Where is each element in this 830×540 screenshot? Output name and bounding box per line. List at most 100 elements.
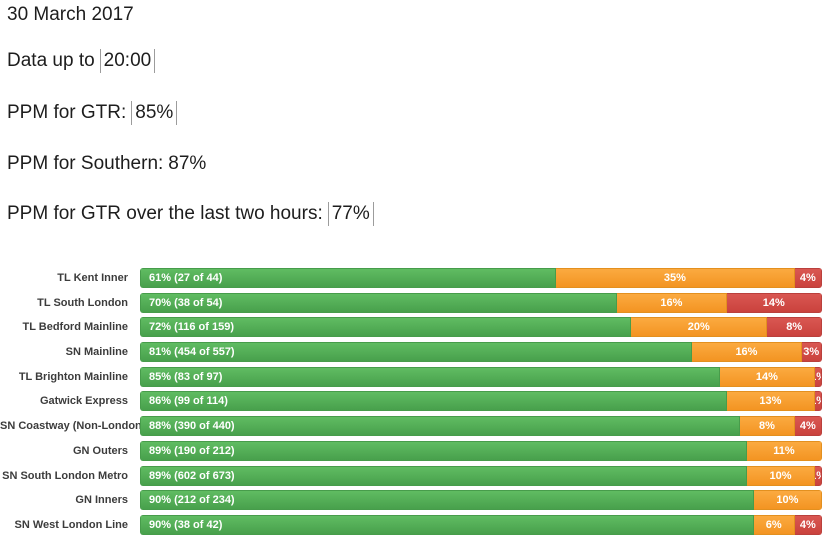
stacked-bar: 89% (190 of 212) 11%: [140, 440, 822, 461]
bar-segment-late: 16%: [692, 342, 802, 363]
row-label: TL Kent Inner: [57, 272, 128, 284]
row-label: SN Mainline: [65, 346, 128, 359]
ppm-southern-value: 87%: [168, 153, 207, 174]
bar-segment-late: 35%: [556, 268, 795, 288]
bar-segment-label: 4%: [799, 272, 816, 284]
stacked-bar: 86% (99 of 114) 13% 1%: [140, 391, 822, 412]
bar-segment-late: 8%: [740, 416, 795, 437]
row-label: GN Outers: [72, 444, 128, 457]
bar-segment-label: 35%: [663, 272, 686, 284]
bar-segment-label: 89% (602 of 673): [149, 469, 235, 482]
bar-segment-label: 4%: [799, 420, 816, 433]
bar-segment-label: 6%: [765, 518, 782, 531]
report-date-text: 30 March 2017: [7, 4, 134, 25]
bar-segment-on-time: 85% (83 of 97): [140, 366, 720, 387]
bar-segment-very-late: 8%: [767, 317, 822, 338]
chart-row: SN Coastway (Non-London) 88% (390 of 440)…: [0, 416, 822, 437]
chart-row: Gatwick Express 86% (99 of 114) 13% 1%: [0, 391, 822, 412]
bar-segment-label: 61% (27 of 44): [149, 272, 223, 284]
bar-segment-on-time: 89% (602 of 673): [140, 465, 747, 486]
stacked-bar: 85% (83 of 97) 14% 1%: [140, 366, 822, 387]
chart-row: SN South London Metro 89% (602 of 673) 10%…: [0, 465, 822, 486]
ppm-gtr-field[interactable]: 85%: [131, 101, 178, 125]
data-up-to-label: Data up to: [7, 50, 95, 71]
bar-segment-label: 72% (116 of 159): [149, 321, 234, 334]
chart-row: TL Brighton Mainline 85% (83 of 97) 14% 1%: [0, 366, 822, 387]
bar-segment-label: 1%: [815, 395, 821, 407]
bar-segment-label: 14%: [755, 370, 778, 383]
bar-segment-on-time: 61% (27 of 44): [140, 268, 557, 288]
bar-segment-late: 6%: [753, 514, 795, 535]
ppm-two-hours-label: PPM for GTR over the last two hours:: [7, 203, 323, 224]
data-up-to-field[interactable]: 20:00: [99, 49, 156, 73]
bar-segment-late: 20%: [631, 317, 768, 338]
bar-segment-label: 1%: [815, 371, 821, 383]
bar-segment-label: 3%: [803, 346, 820, 359]
bar-segment-late: 10%: [746, 465, 816, 486]
row-label: TL Brighton Mainline: [18, 370, 128, 383]
bar-segment-on-time: 86% (99 of 114): [140, 391, 727, 412]
bar-segment-label: 16%: [660, 296, 683, 309]
stacked-bar: 90% (212 of 234) 10%: [140, 490, 822, 511]
bar-segment-very-late: 1%: [815, 465, 822, 486]
chart-row: GN Inners 90% (212 of 234) 10%: [0, 490, 822, 511]
bar-segment-very-late: 1%: [815, 391, 822, 412]
bar-segment-label: 70% (38 of 54): [149, 296, 223, 309]
ppm-gtr-label: PPM for GTR:: [7, 102, 127, 123]
bar-segment-label: 20%: [687, 321, 710, 334]
stacked-bar: 90% (38 of 42) 6% 4%: [140, 514, 822, 535]
bar-segment-label: 85% (83 of 97): [149, 370, 223, 383]
bar-segment-label: 4%: [799, 518, 816, 531]
chart-row: SN Mainline 81% (454 of 557) 16% 3%: [0, 342, 822, 363]
row-label: GN Inners: [75, 494, 128, 507]
bar-segment-very-late: 3%: [801, 342, 822, 363]
bar-segment-on-time: 72% (116 of 159): [140, 317, 632, 338]
ppm-gtr-line: PPM for GTR: 85%: [7, 101, 178, 125]
stacked-bar: 72% (116 of 159) 20% 8%: [140, 317, 822, 338]
row-label: SN West London Line: [14, 518, 128, 531]
bar-segment-late: 14%: [719, 366, 816, 387]
data-up-to-line: Data up to 20:00: [7, 49, 156, 73]
bar-segment-late: 13%: [726, 391, 816, 412]
row-label: SN Coastway (Non-London): [0, 420, 146, 433]
bar-segment-label: 90% (212 of 234): [149, 494, 235, 507]
bar-segment-late: 11%: [746, 440, 822, 461]
bar-segment-on-time: 88% (390 of 440): [140, 416, 741, 437]
bar-segment-label: 8%: [786, 321, 803, 334]
row-label: SN South London Metro: [2, 469, 128, 482]
stacked-bar: 81% (454 of 557) 16% 3%: [140, 342, 822, 363]
bar-segment-label: 10%: [769, 469, 792, 482]
ppm-stacked-bar-chart: TL Kent Inner 61% (27 of 44) 35% 4% TL South…: [0, 268, 822, 540]
chart-row: TL Bedford Mainline 72% (116 of 159) 20% 8%: [0, 317, 822, 338]
bar-segment-on-time: 90% (212 of 234): [140, 490, 754, 511]
bar-segment-label: 14%: [762, 296, 785, 309]
bar-segment-very-late: 4%: [794, 514, 822, 535]
ppm-two-hours-line: PPM for GTR over the last two hours: 77%: [7, 202, 374, 226]
bar-segment-very-late: 14%: [726, 292, 822, 313]
chart-row: TL Kent Inner 61% (27 of 44) 35% 4%: [0, 268, 822, 288]
bar-segment-on-time: 70% (38 of 54): [140, 292, 618, 313]
report-date: 30 March 2017: [7, 4, 134, 26]
chart-row: SN West London Line 90% (38 of 42) 6% 4%: [0, 514, 822, 535]
bar-segment-very-late: 4%: [794, 268, 822, 288]
bar-segment-label: 86% (99 of 114): [149, 395, 228, 408]
bar-segment-very-late: 1%: [815, 366, 822, 387]
bar-segment-label: 1%: [815, 470, 821, 482]
chart-row: GN Outers 89% (190 of 212) 11%: [0, 440, 822, 461]
bar-segment-late: 10%: [753, 490, 822, 511]
stacked-bar: 88% (390 of 440) 8% 4%: [140, 416, 822, 437]
chart-row: TL South London 70% (38 of 54) 16% 14%: [0, 292, 822, 313]
ppm-southern-line: PPM for Southern: 87%: [7, 153, 206, 175]
bar-segment-label: 13%: [759, 395, 782, 408]
bar-segment-on-time: 81% (454 of 557): [140, 342, 693, 363]
stacked-bar: 61% (27 of 44) 35% 4%: [140, 268, 822, 288]
row-label: TL South London: [37, 296, 128, 309]
row-label: TL Bedford Mainline: [22, 321, 128, 334]
ppm-two-hours-field[interactable]: 77%: [327, 202, 374, 226]
row-label: Gatwick Express: [39, 395, 128, 408]
bar-segment-late: 16%: [617, 292, 727, 313]
stacked-bar: 70% (38 of 54) 16% 14%: [140, 292, 822, 313]
bar-segment-label: 89% (190 of 212): [149, 444, 235, 457]
bar-segment-label: 8%: [758, 420, 775, 433]
